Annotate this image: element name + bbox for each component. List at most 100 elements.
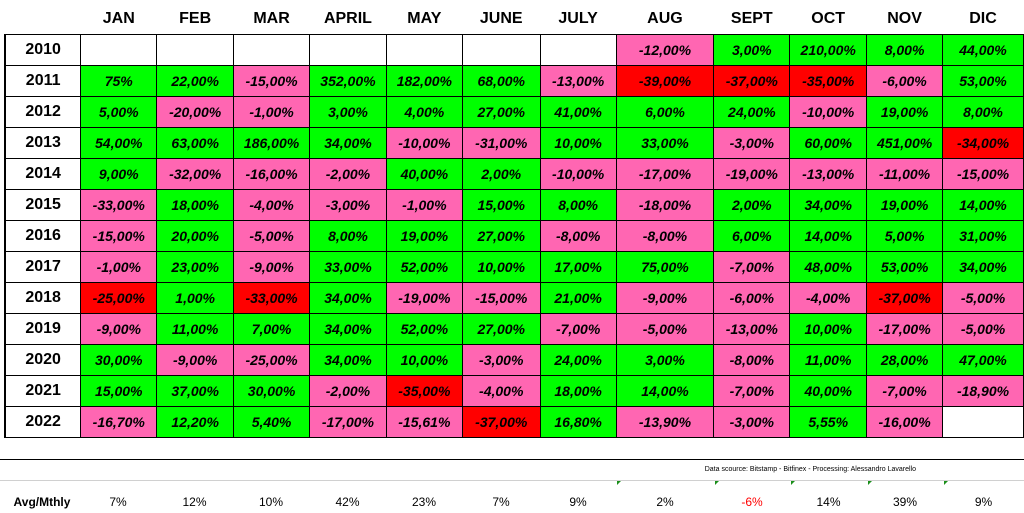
return-cell <box>942 406 1024 438</box>
return-cell <box>461 34 541 66</box>
return-cell: -37,00% <box>713 65 791 97</box>
avg-value: 9% <box>974 495 993 509</box>
return-cell: 19,00% <box>866 189 944 221</box>
column-header-feb: FEB <box>156 4 234 35</box>
return-cell: 40,00% <box>385 158 463 190</box>
year-label: 2011 <box>4 65 82 97</box>
header-corner <box>5 4 81 35</box>
return-cell: 4,00% <box>385 96 463 128</box>
column-header-mar: MAR <box>233 4 310 35</box>
return-cell: -10,00% <box>789 96 868 128</box>
column-header-jan: JAN <box>80 4 157 35</box>
return-cell: 2,00% <box>461 158 541 190</box>
return-cell: -18,90% <box>942 375 1024 407</box>
return-cell: -9,00% <box>156 344 235 376</box>
return-cell: 15,00% <box>461 189 541 221</box>
return-cell: -13,00% <box>539 65 617 97</box>
avg-value: 9% <box>569 495 587 509</box>
return-cell: -3,00% <box>713 127 791 159</box>
return-cell: -37,00% <box>866 282 944 314</box>
year-label: 2013 <box>4 127 82 159</box>
return-cell <box>385 34 463 66</box>
return-cell: -2,00% <box>309 375 387 407</box>
return-cell: 5,00% <box>80 96 158 128</box>
avg-value: 12% <box>182 495 207 509</box>
return-cell: -12,00% <box>615 34 715 66</box>
return-cell: -4,00% <box>461 375 541 407</box>
return-cell: -19,00% <box>385 282 463 314</box>
table-row: 2017 -1,00% 23,00% -9,00% 33,00% 52,00% 10,00%… <box>4 251 1024 283</box>
avg-value: 14% <box>816 495 841 509</box>
return-cell: -8,00% <box>615 220 715 252</box>
return-cell: 24,00% <box>713 96 791 128</box>
return-cell: 16,80% <box>539 406 617 438</box>
return-cell: -7,00% <box>713 251 791 283</box>
column-header-sept: SEPT <box>713 4 790 35</box>
return-cell: 3,00% <box>713 34 791 66</box>
return-cell: -5,00% <box>233 220 310 252</box>
table-row: 2021 15,00% 37,00% 30,00% -2,00% -35,00% -4,00… <box>4 375 1024 407</box>
return-cell: -39,00% <box>615 65 715 97</box>
return-cell: 41,00% <box>539 96 617 128</box>
cell-indicator-icon <box>715 481 719 485</box>
return-cell: 34,00% <box>309 282 387 314</box>
return-cell: 14,00% <box>615 375 715 407</box>
return-cell: 7,00% <box>233 313 310 345</box>
return-cell: 52,00% <box>385 313 463 345</box>
return-cell: -2,00% <box>309 158 387 190</box>
source-note: Data scource: Bitstamp - Bitfinex - Proc… <box>704 466 916 473</box>
return-cell: -15,00% <box>233 65 310 97</box>
return-cell: 33,00% <box>615 127 715 159</box>
return-cell <box>539 34 617 66</box>
return-cell: 34,00% <box>942 251 1024 283</box>
return-cell: 14,00% <box>789 220 868 252</box>
monthly-returns-table: JAN FEB MAR APRIL MAY JUNE JULY AUG SEPT OCT NOV DI… <box>4 4 1024 438</box>
return-cell: -1,00% <box>80 251 158 283</box>
return-cell: -16,00% <box>866 406 944 438</box>
table-row: 2022 -16,70% 12,20% 5,40% -17,00% -15,61% -37,… <box>4 406 1024 438</box>
avg-value: 2% <box>656 495 674 509</box>
table-row: 2020 30,00% -9,00% -25,00% 34,00% 10,00% -3,00… <box>4 344 1024 376</box>
return-cell: 52,00% <box>385 251 463 283</box>
column-header-aug: AUG <box>616 4 714 35</box>
year-label: 2015 <box>4 189 82 221</box>
return-cell: 18,00% <box>156 189 235 221</box>
year-label: 2018 <box>4 282 82 314</box>
return-cell: -15,00% <box>942 158 1024 190</box>
return-cell: 27,00% <box>461 220 541 252</box>
return-cell: -10,00% <box>539 158 617 190</box>
return-cell: -6,00% <box>866 65 944 97</box>
return-cell: -25,00% <box>80 282 158 314</box>
return-cell: 30,00% <box>233 375 310 407</box>
return-cell: 20,00% <box>156 220 235 252</box>
return-cell: 22,00% <box>156 65 235 97</box>
return-cell: 5,00% <box>866 220 944 252</box>
return-cell: 19,00% <box>385 220 463 252</box>
return-cell: 31,00% <box>942 220 1024 252</box>
return-cell <box>233 34 310 66</box>
return-cell: -31,00% <box>461 127 541 159</box>
average-row: Avg/Mthly 7% 12% 10% 42% 23% 7% 9% 2% -6% 14% 39% 9% <box>4 491 1024 513</box>
column-header-april: APRIL <box>309 4 387 35</box>
return-cell: 34,00% <box>309 313 387 345</box>
return-cell: -19,00% <box>713 158 791 190</box>
year-label: 2014 <box>4 158 82 190</box>
return-cell: 8,00% <box>539 189 617 221</box>
return-cell: 8,00% <box>309 220 387 252</box>
year-label: 2021 <box>4 375 82 407</box>
return-cell: -7,00% <box>539 313 617 345</box>
return-cell: 15,00% <box>80 375 158 407</box>
return-cell: 47,00% <box>942 344 1024 376</box>
return-cell: 21,00% <box>539 282 617 314</box>
year-label: 2016 <box>4 220 82 252</box>
return-cell: -20,00% <box>156 96 235 128</box>
return-cell: 186,00% <box>233 127 310 159</box>
return-cell: 24,00% <box>539 344 617 376</box>
return-cell: 53,00% <box>866 251 944 283</box>
return-cell: 10,00% <box>539 127 617 159</box>
avg-value: -6% <box>741 495 763 509</box>
return-cell: 18,00% <box>539 375 617 407</box>
return-cell: -13,00% <box>789 158 868 190</box>
table-row: 2011 75% 22,00% -15,00% 352,00% 182,00% 68,00%… <box>4 65 1024 97</box>
